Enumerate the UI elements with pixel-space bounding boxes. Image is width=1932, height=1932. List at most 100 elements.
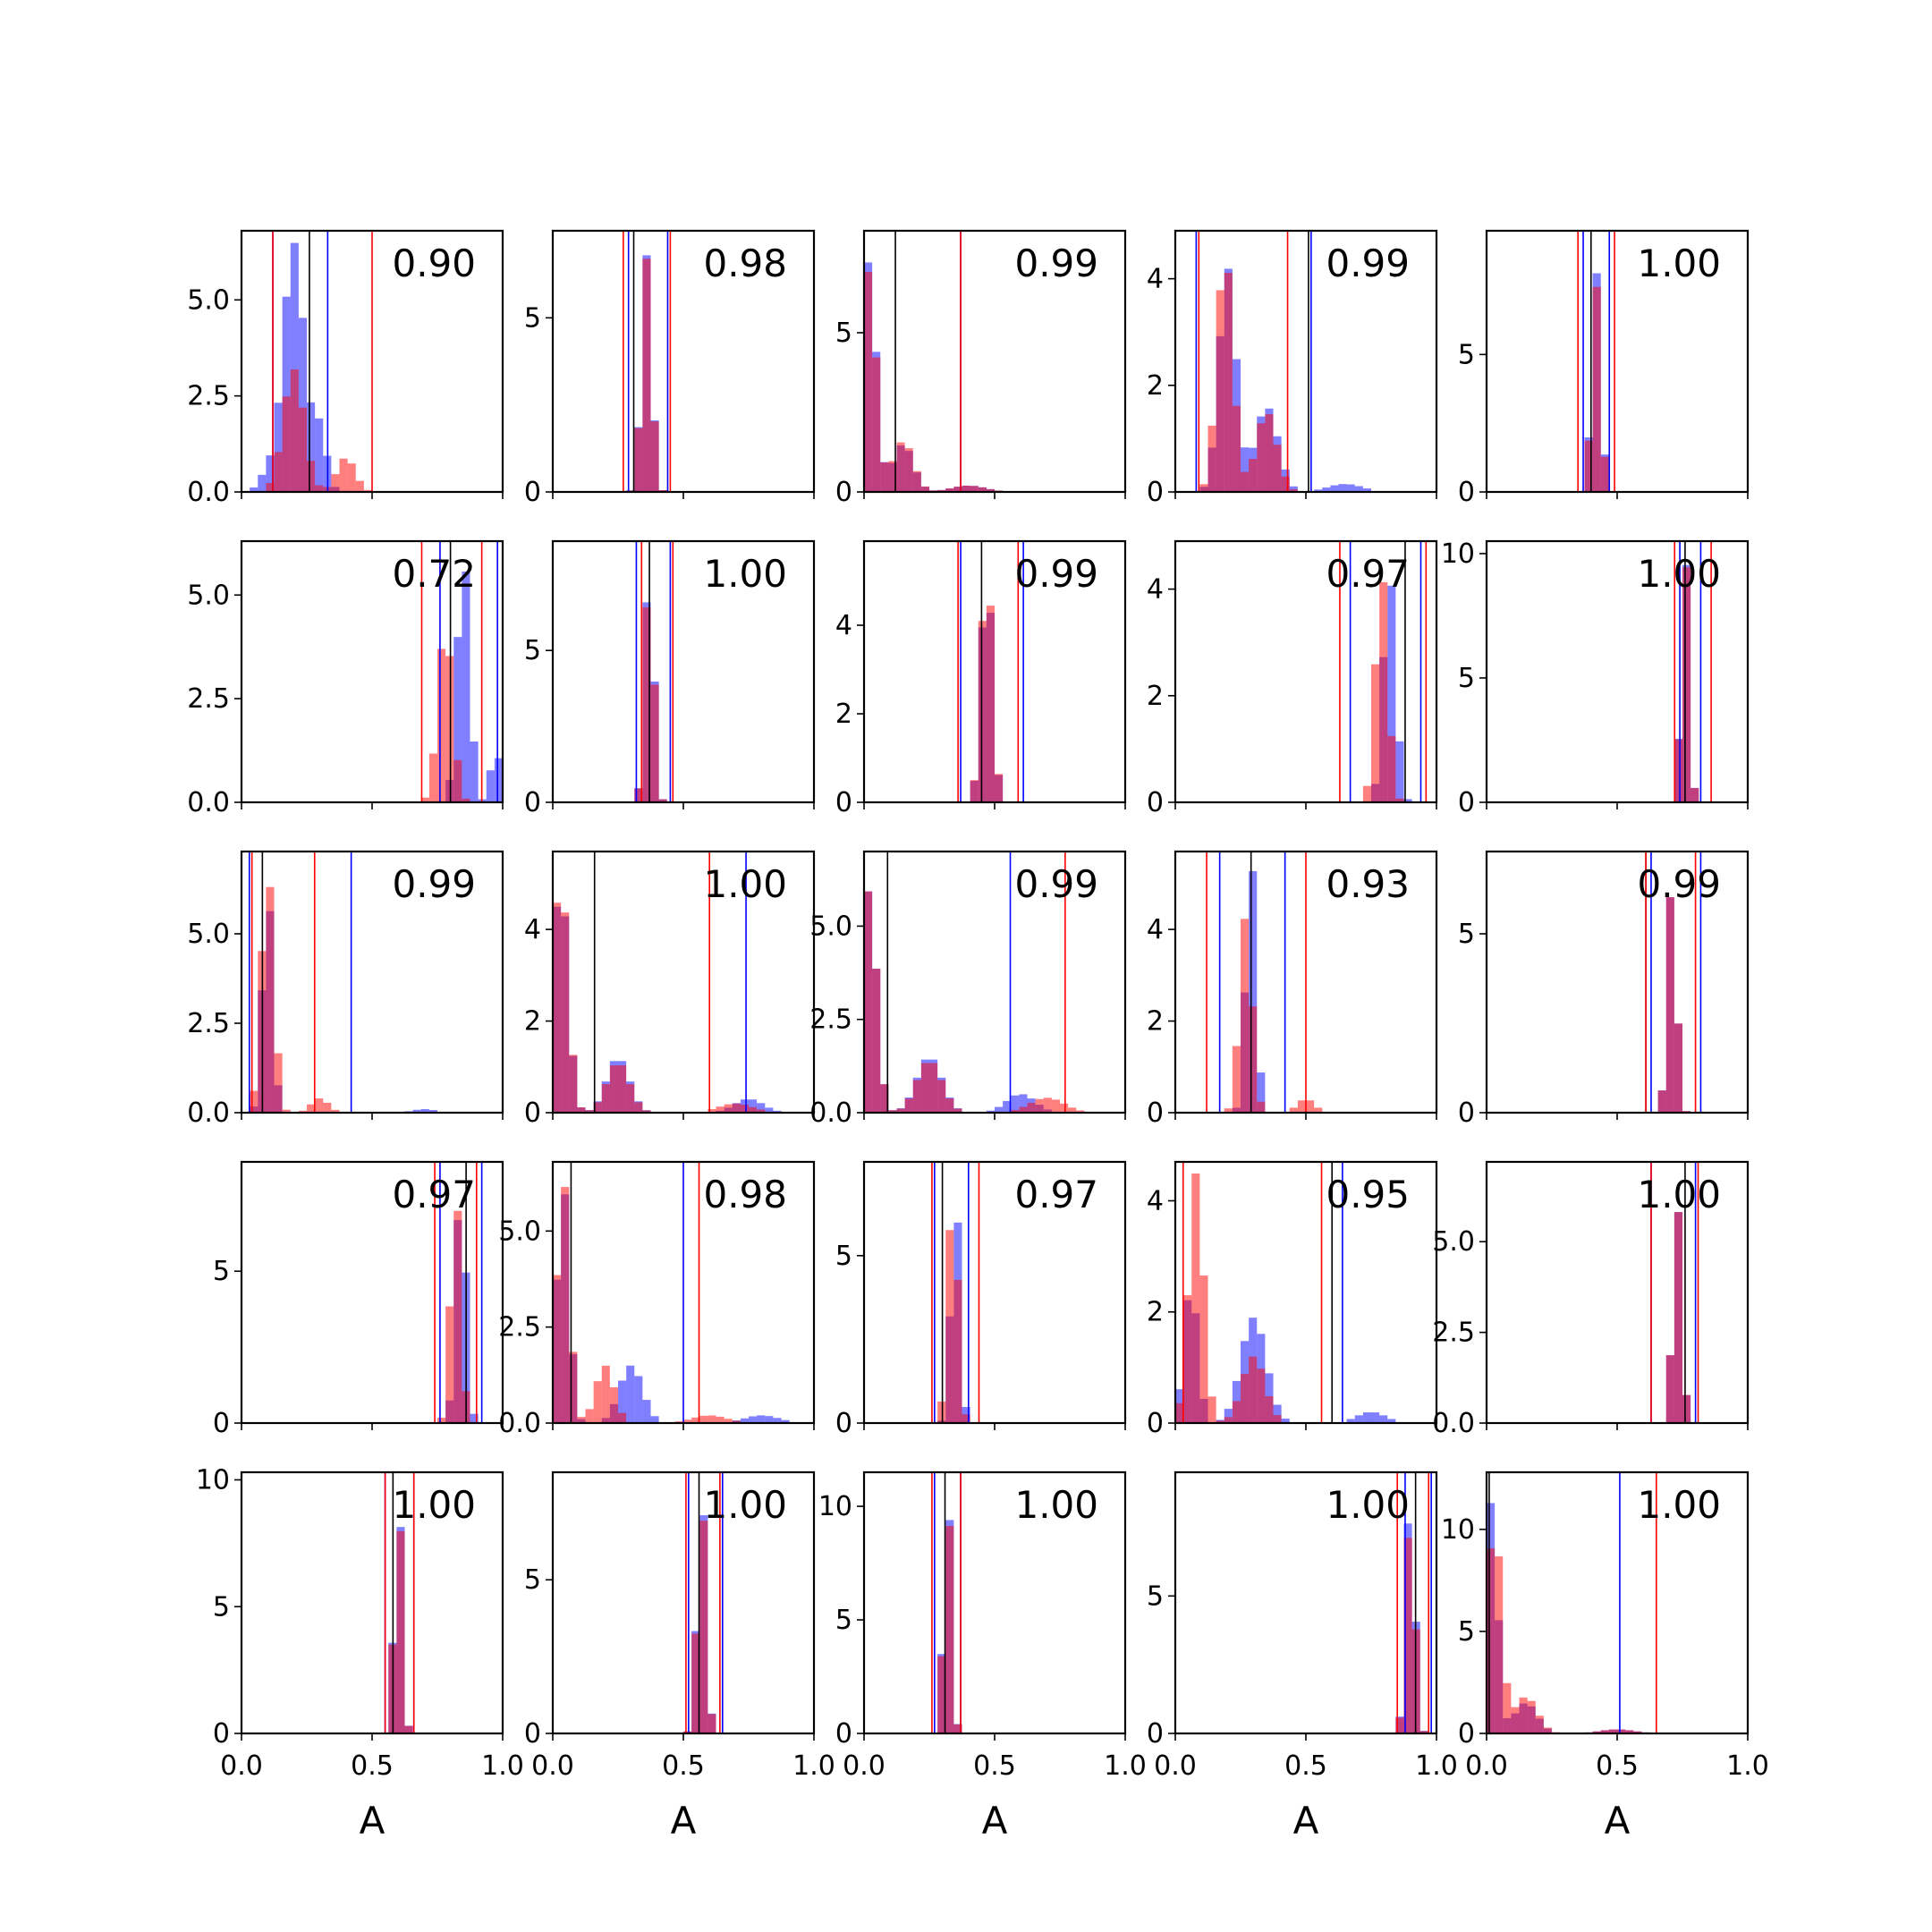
red-histogram-bar [626, 1084, 635, 1113]
red-histogram-bar [1257, 423, 1266, 492]
y-tick-label: 0 [1147, 1718, 1164, 1750]
blue-histogram-bar [1362, 1412, 1372, 1423]
red-histogram-bar [1682, 567, 1691, 802]
red-histogram-bar [569, 1352, 578, 1423]
red-histogram-bar [462, 798, 470, 802]
y-tick-label: 4 [1147, 1185, 1164, 1216]
y-tick-label: 0 [1458, 1097, 1475, 1129]
red-histogram-bar [1511, 1707, 1520, 1733]
panel-annotation: 1.00 [1637, 552, 1721, 596]
panel-annotation: 0.72 [392, 552, 476, 596]
red-histogram-bar [569, 1055, 578, 1113]
panel-annotation: 0.95 [1326, 1173, 1410, 1216]
red-histogram-bar [634, 788, 643, 802]
y-tick-label: 0.0 [809, 1097, 852, 1129]
blue-histogram-bar [290, 242, 299, 492]
panel-annotation: 0.98 [703, 242, 787, 285]
subplot-panel: 0 5 0.0 0.5 1.0 1.00 A [524, 1470, 835, 1843]
panel-annotation: 0.99 [1637, 862, 1721, 906]
y-tick-label: 0.0 [498, 1408, 541, 1439]
red-histogram-bar [1068, 1107, 1077, 1113]
blue-histogram-bar [428, 1110, 438, 1113]
subplot-panel: 0.0 2.5 5.0 0.72 [187, 539, 504, 818]
panel-annotation: 0.99 [1014, 862, 1098, 906]
y-tick-label: 0 [1147, 787, 1164, 818]
panel-annotation: 1.00 [703, 552, 787, 596]
subplot-panel: 050.99 [835, 229, 1127, 508]
red-histogram-bar [912, 470, 921, 492]
red-histogram-bar [1232, 405, 1241, 492]
panel-annotation: 1.00 [392, 1483, 476, 1527]
red-histogram-bar [1241, 1374, 1250, 1423]
y-tick-label: 0 [524, 1718, 541, 1750]
red-histogram-bar [1633, 1731, 1642, 1733]
red-histogram-bar [642, 258, 651, 492]
red-histogram-bar [1216, 1420, 1224, 1423]
red-histogram-bar [266, 482, 275, 492]
blue-histogram-bar [1354, 1415, 1363, 1423]
red-histogram-bar [250, 1090, 258, 1113]
red-histogram-bar [953, 1724, 962, 1733]
blue-histogram-bar [1371, 1412, 1380, 1423]
red-histogram-bar [1387, 735, 1396, 802]
red-histogram-bar [1257, 1368, 1266, 1423]
x-axis-label: A [671, 1799, 697, 1843]
y-tick-label: 5 [524, 635, 541, 666]
red-histogram-bar [453, 759, 462, 802]
red-histogram-bar [708, 1714, 716, 1733]
blue-histogram-bar [420, 1109, 429, 1113]
red-histogram-bar [609, 1387, 619, 1423]
red-histogram-bar [650, 684, 659, 802]
red-histogram-bar [347, 463, 356, 492]
panel-annotation: 0.99 [392, 862, 476, 906]
y-tick-label: 5 [1458, 919, 1475, 950]
red-histogram-bar [1265, 414, 1274, 492]
red-histogram-bar [274, 452, 283, 492]
red-histogram-bar [1519, 1697, 1528, 1733]
red-histogram-bar [315, 1098, 324, 1113]
blue-histogram-bar [1354, 486, 1363, 492]
red-histogram-bar [937, 1656, 946, 1733]
y-tick-label: 2.5 [809, 1004, 852, 1036]
subplot-panel: 050.98 [524, 229, 816, 508]
red-histogram-bar [331, 474, 340, 492]
red-histogram-bar [1395, 1717, 1404, 1733]
red-histogram-bar [920, 1063, 930, 1113]
red-histogram-bar [585, 1110, 594, 1113]
y-tick-label: 5.0 [187, 284, 230, 316]
red-histogram-bar [593, 1381, 602, 1423]
y-tick-label: 5 [524, 1564, 541, 1596]
red-histogram-bar [561, 912, 570, 1113]
x-axis-label: A [982, 1799, 1008, 1843]
panel-annotation: 0.93 [1326, 862, 1410, 906]
subplot-panel: 0 5 10 0.0 0.5 1.0 1.00 A [1441, 1470, 1769, 1843]
red-histogram-bar [986, 606, 996, 802]
subplot-panel: 0 2 4 1.00 [524, 850, 816, 1129]
red-histogram-bar [453, 1210, 462, 1423]
red-histogram-bar [634, 428, 643, 492]
y-tick-label: 4 [1147, 264, 1164, 295]
y-tick-label: 0 [1458, 477, 1475, 508]
red-histogram-bar [995, 774, 1004, 802]
blue-histogram-bar [1249, 870, 1258, 1113]
panel-annotation: 1.00 [1326, 1483, 1410, 1527]
blue-histogram-bar [1387, 585, 1396, 802]
x-axis-label: A [1605, 1799, 1631, 1843]
x-tick-label: 1.0 [1104, 1750, 1147, 1782]
blue-histogram-bar [618, 1380, 627, 1423]
x-tick-label: 0.5 [1284, 1750, 1327, 1782]
y-tick-label: 0 [524, 1097, 541, 1129]
red-histogram-bar [912, 1080, 921, 1113]
subplot-panel: 0 2 4 0.99 [835, 539, 1127, 818]
red-histogram-bar [593, 1102, 602, 1113]
y-tick-label: 5 [1458, 663, 1475, 694]
red-histogram-bar [323, 1102, 332, 1113]
red-histogram-bar [1019, 1106, 1028, 1113]
x-tick-label: 0.0 [843, 1750, 886, 1782]
red-histogram-bar [1487, 1548, 1496, 1733]
x-tick-label: 1.0 [481, 1750, 524, 1782]
subplot-panel: 0 2 4 0.95 [1147, 1160, 1438, 1439]
x-tick-label: 0.0 [531, 1750, 574, 1782]
y-tick-label: 4 [524, 914, 541, 945]
y-tick-label: 10 [196, 1465, 230, 1496]
